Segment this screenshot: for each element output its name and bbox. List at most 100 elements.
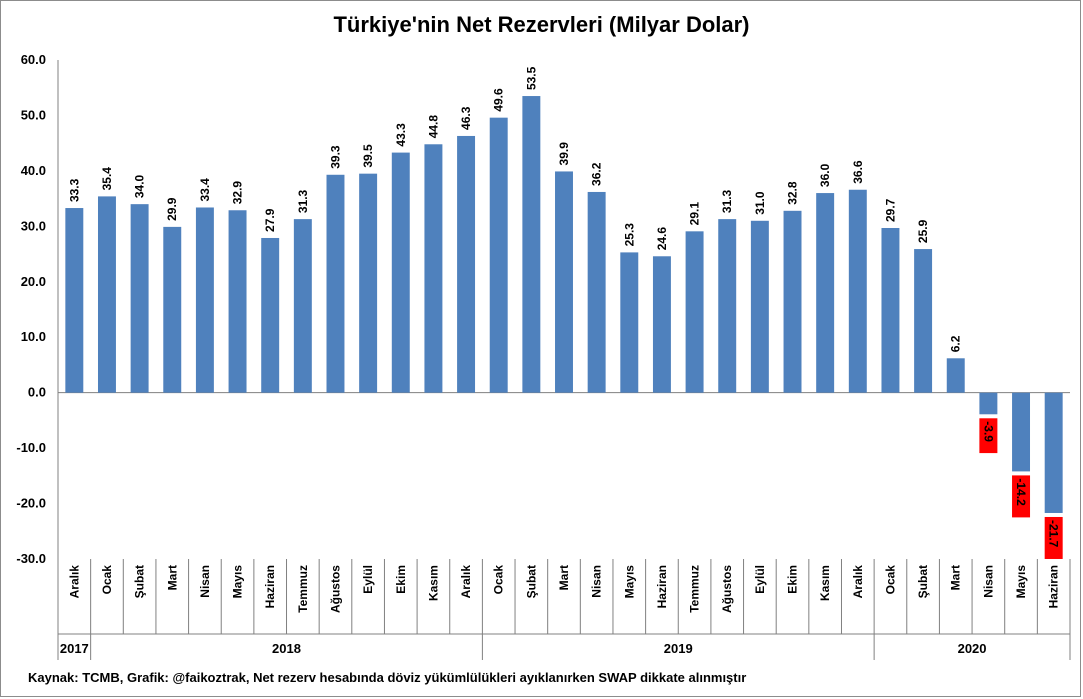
category-label: Temmuz xyxy=(296,565,310,613)
data-label: 36.2 xyxy=(590,162,604,186)
category-label: Temmuz xyxy=(688,565,702,613)
y-tick-label: 10.0 xyxy=(21,329,46,344)
data-label: 34.0 xyxy=(133,174,147,198)
bar xyxy=(587,191,606,393)
category-label: Şubat xyxy=(133,565,147,598)
bar xyxy=(261,237,280,393)
chart-title: Türkiye'nin Net Rezervleri (Milyar Dolar… xyxy=(333,12,750,37)
bar xyxy=(914,249,933,393)
bar xyxy=(359,173,378,393)
category-label: Mart xyxy=(949,565,963,590)
bar xyxy=(946,358,965,393)
category-label: Aralık xyxy=(67,565,81,599)
bar xyxy=(522,96,541,393)
data-label: 33.3 xyxy=(67,178,81,202)
bar xyxy=(816,193,835,393)
bar xyxy=(620,252,639,393)
category-label: Mart xyxy=(165,565,179,590)
bar xyxy=(391,152,410,393)
bar xyxy=(489,117,508,393)
category-label: Mart xyxy=(557,565,571,590)
data-label: 39.3 xyxy=(328,145,342,169)
data-label: 29.1 xyxy=(688,202,702,226)
y-tick-label: 40.0 xyxy=(21,163,46,178)
category-label: Nisan xyxy=(981,565,995,598)
data-label: 43.3 xyxy=(394,123,408,147)
category-label: Mayıs xyxy=(622,565,636,599)
category-label: Ekim xyxy=(394,565,408,594)
data-label: 44.8 xyxy=(426,115,440,139)
year-label: 2020 xyxy=(958,641,987,656)
y-tick-label: -20.0 xyxy=(16,496,46,511)
data-label: 31.3 xyxy=(720,189,734,213)
bar xyxy=(97,196,116,393)
data-label: 31.3 xyxy=(296,189,310,213)
data-label: 32.9 xyxy=(231,181,245,205)
data-label: 24.6 xyxy=(655,227,669,251)
category-label: Nisan xyxy=(198,565,212,598)
bar xyxy=(555,171,573,393)
data-label: 36.6 xyxy=(851,160,865,184)
category-label: Nisan xyxy=(590,565,604,598)
data-label: 49.6 xyxy=(492,88,506,112)
bar xyxy=(652,256,671,393)
data-label: 27.9 xyxy=(263,208,277,232)
category-label: Ağustos xyxy=(328,565,342,613)
category-label: Ocak xyxy=(100,565,114,595)
data-label: 39.5 xyxy=(361,144,375,168)
y-tick-label: -30.0 xyxy=(16,551,46,566)
bar xyxy=(195,207,214,393)
bar xyxy=(457,135,476,393)
bar xyxy=(750,220,769,393)
bar xyxy=(783,210,802,393)
data-label: 29.7 xyxy=(883,198,897,222)
category-label: Mayıs xyxy=(231,565,245,599)
category-label: Şubat xyxy=(524,565,538,598)
category-label: Ekim xyxy=(786,565,800,594)
data-label: 25.3 xyxy=(622,223,636,247)
negative-label-box xyxy=(979,418,998,454)
y-tick-label: 30.0 xyxy=(21,218,46,233)
bar xyxy=(130,204,149,393)
bar xyxy=(881,227,900,393)
data-label: 25.9 xyxy=(916,219,930,243)
category-label: Eylül xyxy=(753,565,767,594)
year-label: 2018 xyxy=(272,641,301,656)
y-tick-label: 50.0 xyxy=(21,107,46,122)
bar xyxy=(424,144,443,393)
year-label: 2017 xyxy=(60,641,89,656)
data-label: 29.9 xyxy=(165,197,179,221)
category-label: Aralık xyxy=(851,565,865,599)
bar xyxy=(293,219,312,393)
category-label: Aralık xyxy=(459,565,473,599)
data-label: -21.7 xyxy=(1047,520,1061,548)
bar xyxy=(228,210,247,393)
data-label: 36.0 xyxy=(818,163,832,187)
bar xyxy=(979,392,998,415)
bar xyxy=(848,189,867,393)
data-label: 35.4 xyxy=(100,167,114,191)
data-label: 46.3 xyxy=(459,106,473,130)
bar xyxy=(718,219,737,393)
year-label: 2019 xyxy=(664,641,693,656)
y-tick-label: 60.0 xyxy=(21,52,46,67)
bar xyxy=(685,231,704,393)
data-label: 39.9 xyxy=(557,142,571,166)
negative-label-box xyxy=(1012,475,1031,518)
category-label: Ocak xyxy=(883,565,897,595)
y-tick-label: -10.0 xyxy=(16,440,46,455)
negative-label-box xyxy=(1044,516,1063,559)
category-label: Ocak xyxy=(492,565,506,595)
data-label: 6.2 xyxy=(949,335,963,352)
data-label: -3.9 xyxy=(981,421,995,442)
data-label: 32.8 xyxy=(786,181,800,205)
category-label: Şubat xyxy=(916,565,930,598)
data-label: 33.4 xyxy=(198,178,212,202)
category-label: Haziran xyxy=(655,565,669,608)
category-label: Eylül xyxy=(361,565,375,594)
bar xyxy=(65,208,84,393)
bar xyxy=(1012,392,1031,472)
category-label: Mayıs xyxy=(1014,565,1028,599)
